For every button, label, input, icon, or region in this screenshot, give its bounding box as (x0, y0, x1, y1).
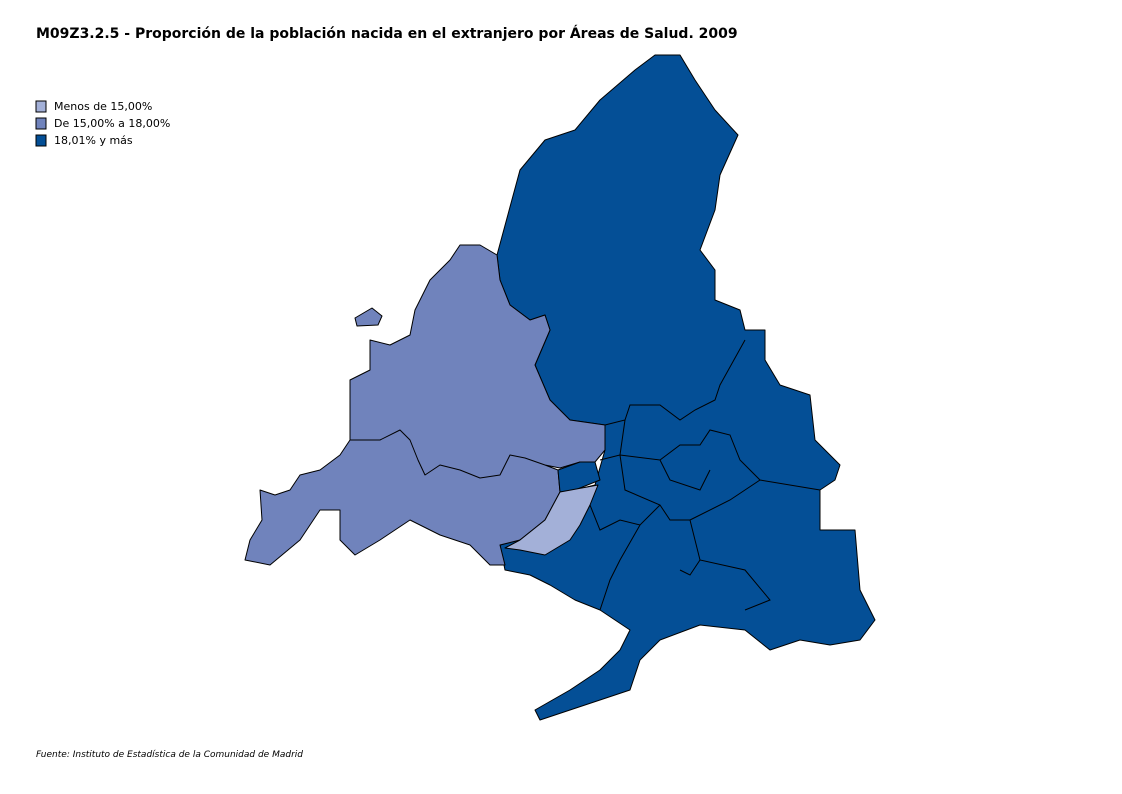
legend-label: De 15,00% a 18,00% (54, 117, 170, 130)
region-low (504, 484, 599, 556)
legend: Menos de 15,00% De 15,00% a 18,00% 18,01% … (35, 100, 170, 147)
region-mid (354, 307, 383, 327)
area-border (589, 339, 821, 611)
legend-swatch (35, 117, 47, 130)
region-mid (244, 244, 606, 566)
source: Fuente: Instituto de Estadística de la C… (36, 750, 303, 760)
map (244, 54, 876, 721)
legend-label: 18,01% y más (54, 134, 133, 147)
region-high (496, 54, 876, 721)
legend-swatch (35, 100, 47, 113)
title: M09Z3.2.5 - Proporción de la población n… (36, 25, 738, 42)
legend-label: Menos de 15,00% (54, 100, 152, 113)
legend-swatch (35, 134, 47, 147)
